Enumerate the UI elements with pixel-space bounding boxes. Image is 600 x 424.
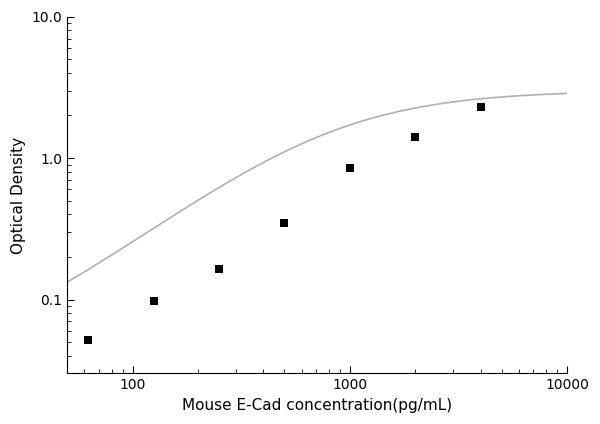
Point xyxy=(280,219,289,226)
Y-axis label: Optical Density: Optical Density xyxy=(11,137,26,254)
X-axis label: Mouse E-Cad concentration(pg/mL): Mouse E-Cad concentration(pg/mL) xyxy=(182,398,452,413)
Point xyxy=(345,165,355,171)
Point xyxy=(214,265,224,272)
Point xyxy=(476,103,485,110)
Point xyxy=(83,336,93,343)
Point xyxy=(149,298,158,305)
Point xyxy=(410,134,420,141)
